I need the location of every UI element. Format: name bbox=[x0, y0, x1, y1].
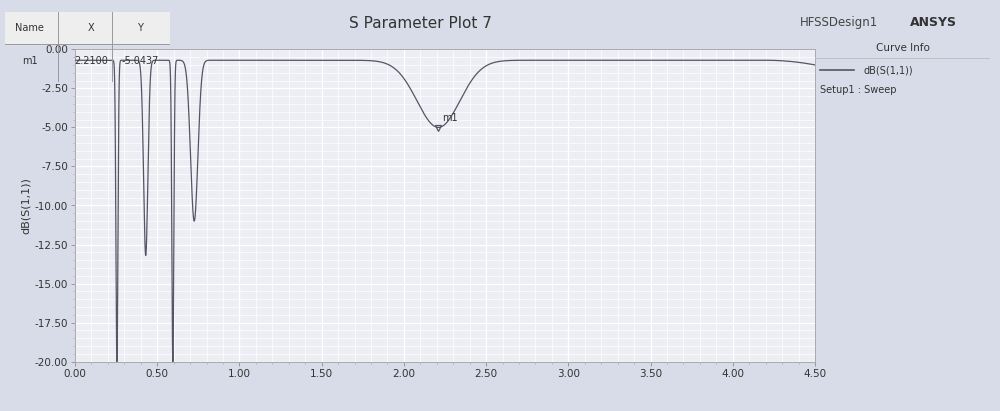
Text: S Parameter Plot 7: S Parameter Plot 7 bbox=[349, 16, 491, 31]
Text: Setup1 : Sweep: Setup1 : Sweep bbox=[820, 85, 897, 95]
Text: X: X bbox=[87, 23, 94, 33]
Text: -5.0437: -5.0437 bbox=[122, 56, 159, 66]
Text: dB(S(1,1)): dB(S(1,1)) bbox=[864, 65, 914, 75]
Text: m1: m1 bbox=[22, 56, 38, 66]
Text: Curve Info: Curve Info bbox=[876, 43, 929, 53]
Text: 2.2100: 2.2100 bbox=[74, 56, 108, 66]
Text: Y: Y bbox=[137, 23, 143, 33]
Bar bbox=[5, 12, 170, 44]
Y-axis label: dB(S(1,1)): dB(S(1,1)) bbox=[20, 177, 30, 234]
Text: Name: Name bbox=[15, 23, 44, 33]
Text: HFSSDesign1: HFSSDesign1 bbox=[800, 16, 878, 30]
Text: m1: m1 bbox=[442, 113, 457, 122]
Text: ANSYS: ANSYS bbox=[910, 16, 957, 30]
